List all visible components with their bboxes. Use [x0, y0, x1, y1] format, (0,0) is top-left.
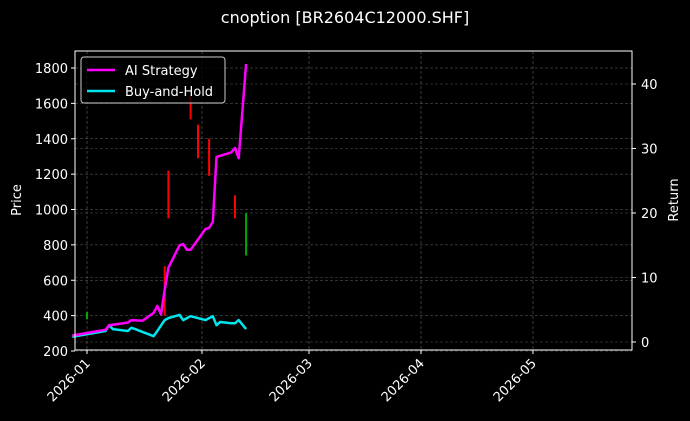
y-left-tick-label: 1400 [35, 133, 68, 148]
y-left-tick-label: 400 [43, 310, 68, 325]
y-right-tick-label: 40 [641, 78, 658, 93]
axis-ticks: 2026-01 2026-02 2026-03 2026-04 2026-0520040… [35, 62, 658, 405]
y-left-tick-label: 1200 [35, 168, 68, 183]
y-left-tick-label: 800 [43, 239, 68, 254]
y-right-tick-label: 30 [641, 143, 658, 158]
y-left-tick-label: 1600 [35, 97, 68, 112]
y-right-tick-label: 20 [641, 207, 658, 222]
y-right-tick-label: 10 [641, 272, 658, 287]
x-tick-label: 2026-03 [267, 356, 316, 405]
x-tick-label: 2026-04 [379, 356, 428, 405]
x-tick-label: 2026-01 [45, 356, 94, 405]
series-line-ai-strategy [71, 63, 248, 337]
y-left-tick-label: 1000 [35, 204, 68, 219]
plot-frame [74, 50, 633, 351]
y-left-tick-label: 200 [43, 345, 68, 360]
y-left-tick-label: 600 [43, 274, 68, 289]
legend: AI Strategy Buy-and-Hold [80, 56, 226, 104]
y-right-tick-label: 0 [641, 336, 649, 351]
series-line-buy-and-hold [71, 313, 248, 339]
legend-label-ai-strategy: AI Strategy [125, 64, 198, 79]
chart-title: cnoption [BR2604C12000.SHF] [220, 8, 470, 27]
y-right-label: Return [667, 178, 682, 221]
legend-label-buy-and-hold: Buy-and-Hold [125, 85, 213, 100]
x-tick-label: 2026-02 [160, 356, 209, 405]
candlesticks [86, 94, 248, 320]
y-left-label: Price [10, 184, 25, 216]
y-left-tick-label: 1800 [35, 62, 68, 77]
x-tick-label: 2026-05 [491, 356, 540, 405]
series-lines [71, 63, 248, 339]
